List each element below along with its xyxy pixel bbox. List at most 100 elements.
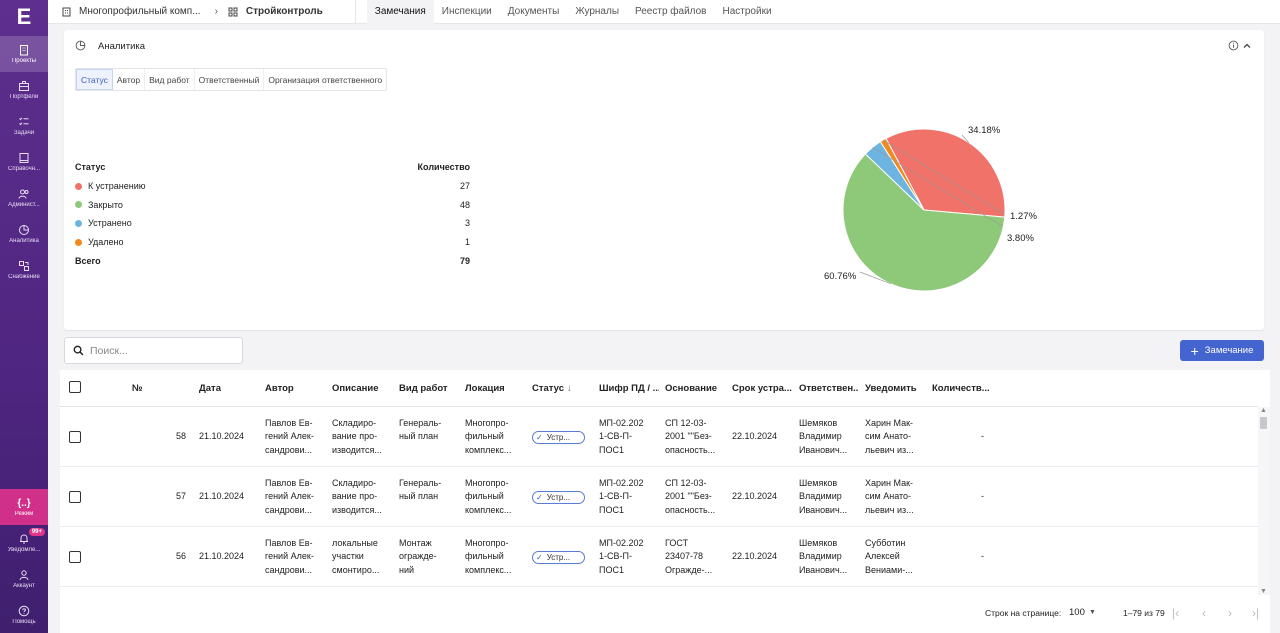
cell-line: Генераль- [399, 478, 442, 488]
pie-icon [75, 40, 86, 51]
select-all-checkbox[interactable] [69, 381, 81, 393]
sidebar-item-label: Режим [14, 510, 34, 517]
cell-line: 1-СВ-П- [599, 431, 632, 442]
row-checkbox[interactable] [69, 491, 81, 503]
column-header[interactable]: Статус [532, 382, 565, 394]
dropdown-arrow-icon[interactable]: ▼ [1089, 609, 1096, 616]
sidebar-item-notifications[interactable]: 99+ Уведомле... [0, 525, 48, 561]
check-icon: ✓ [536, 553, 543, 562]
column-header[interactable]: Срок устра... [732, 382, 792, 394]
column-header[interactable]: Основание [665, 382, 718, 394]
tab-journals[interactable]: Журналы [575, 6, 620, 17]
add-remark-button[interactable]: + Замечание [1180, 340, 1264, 361]
add-remark-label: Замечание [1204, 345, 1254, 356]
cell-line: 1-СВ-П- [599, 491, 632, 502]
table-scrollbar[interactable]: ▲ ▼ [1258, 407, 1270, 595]
scroll-down-icon[interactable]: ▼ [1260, 588, 1267, 595]
sidebar-item-reference[interactable]: Справочн... [0, 144, 48, 180]
breadcrumb-module[interactable]: Стройконтроль [228, 6, 323, 17]
summary-row: Закрыто 48 [75, 195, 470, 214]
cell-line: 2001 ""Без- [665, 491, 712, 502]
sidebar-item-help[interactable]: Помощь [0, 597, 48, 633]
sidebar-item-portfolios[interactable]: Портфели [0, 72, 48, 108]
column-header[interactable]: Локация [465, 382, 505, 394]
subtab-author[interactable]: Автор [113, 69, 146, 90]
sidebar-item-tasks[interactable]: Задачи [0, 108, 48, 144]
first-page-icon[interactable]: |‹ [1172, 606, 1180, 620]
tab-settings[interactable]: Настройки [722, 6, 772, 17]
column-header[interactable]: Дата [199, 382, 221, 394]
status-badge[interactable]: ✓ Устр... [532, 551, 585, 564]
legend-dot [75, 219, 82, 227]
cell-resp: Шемяков Владимир Иванович... [799, 537, 861, 577]
table-row[interactable]: 57 21.10.2024 Павлов Ев-гений Алек-сандров… [60, 467, 1258, 527]
column-header[interactable]: Уведомить [865, 382, 917, 394]
sidebar-item-account[interactable]: Аккаунт [0, 561, 48, 597]
column-header[interactable]: Вид работ [399, 382, 448, 394]
column-header[interactable]: Описание [332, 382, 379, 394]
cell-line: смонтиро... [332, 564, 380, 575]
info-icon[interactable] [1228, 40, 1239, 51]
chevron-up-icon[interactable] [1242, 41, 1252, 51]
cell-line: комплекс... [465, 564, 512, 575]
briefcase-icon [19, 81, 29, 91]
check-icon: ✓ [536, 433, 543, 442]
cell-line: опасность... [665, 504, 716, 515]
cell-line: 2001 ""Без- [665, 431, 712, 442]
sidebar-item-supply[interactable]: Снабжение [0, 252, 48, 288]
column-header[interactable]: Автор [265, 382, 294, 394]
row-checkbox[interactable] [69, 551, 81, 563]
prev-page-icon[interactable]: ‹ [1202, 606, 1206, 620]
app-logo[interactable]: E [16, 4, 32, 29]
scroll-up-icon[interactable]: ▲ [1260, 407, 1267, 414]
sidebar-item-analytics[interactable]: Аналитика [0, 216, 48, 252]
last-page-icon[interactable]: ›| [1252, 606, 1260, 620]
book-icon [19, 153, 29, 163]
status-badge[interactable]: ✓ Устр... [532, 431, 585, 444]
rows-per-page-select[interactable]: 100 [1069, 607, 1085, 618]
status-badge[interactable]: ✓ Устр... [532, 491, 585, 504]
subtab-responsible[interactable]: Ответственный [195, 69, 265, 90]
scrollbar-thumb[interactable] [1260, 417, 1267, 429]
sidebar-item-mode[interactable]: {..} Режим [0, 489, 48, 525]
table-row[interactable]: 58 21.10.2024 Павлов Ев-гений Алек-сандров… [60, 407, 1258, 467]
cell-line: МП-02.202 [599, 418, 644, 428]
cell-number: 57 [175, 491, 186, 501]
subtab-responsible-org[interactable]: Организация ответственного [268, 74, 383, 85]
cell-line: ПОС1 [599, 504, 624, 515]
legend-dot [75, 238, 82, 246]
column-header[interactable]: № [132, 382, 143, 394]
search-input[interactable] [90, 344, 230, 357]
cell-line: гений Алек- [265, 551, 314, 562]
cell-line: Павлов Ев- [265, 538, 313, 548]
tab-file-registry[interactable]: Реестр файлов [635, 6, 707, 17]
subtab-status[interactable]: Статус [76, 69, 113, 90]
breadcrumb-project[interactable]: Многопрофильный комп... [62, 6, 201, 17]
sidebar-item-label: Аккаунт [13, 583, 35, 589]
column-header[interactable]: Ответствен... [799, 382, 859, 394]
next-page-icon[interactable]: › [1228, 606, 1232, 620]
pie-slice[interactable] [885, 128, 1006, 218]
pie-label: 1.27% [1010, 211, 1037, 222]
table-row[interactable]: 56 21.10.2024 Павлов Ев-гений Алек-сандров… [60, 527, 1258, 587]
tab-documents[interactable]: Документы [507, 6, 560, 17]
column-header[interactable]: Количеств... [932, 382, 990, 394]
cell-line: ный план [399, 491, 439, 502]
subtab-work-type[interactable]: Вид работ [145, 69, 195, 90]
tab-inspections[interactable]: Инспекции [441, 6, 492, 17]
cell-line: гений Алек- [265, 491, 314, 502]
cell-line: Вениами-... [865, 564, 913, 575]
cell-line: изводится... [332, 504, 382, 515]
row-checkbox[interactable] [69, 431, 81, 443]
rows-per-page-label: Строк на странице: [985, 608, 1062, 618]
cell-deadline: 22.10.2024 [732, 431, 778, 441]
sort-down-icon[interactable]: ↓ [567, 382, 572, 394]
sidebar-item-admin[interactable]: Админист... [0, 180, 48, 216]
tab-remarks[interactable]: Замечания [366, 0, 434, 24]
column-header[interactable]: Шифр ПД / ... [599, 382, 659, 394]
building-icon [62, 7, 71, 16]
sidebar-item-projects[interactable]: Проекты [0, 36, 48, 72]
cell-code: МП-02.202 1-СВ-П- ПОС1 [599, 537, 661, 577]
cell-line: ный план [399, 431, 439, 442]
search-box[interactable] [64, 337, 243, 364]
